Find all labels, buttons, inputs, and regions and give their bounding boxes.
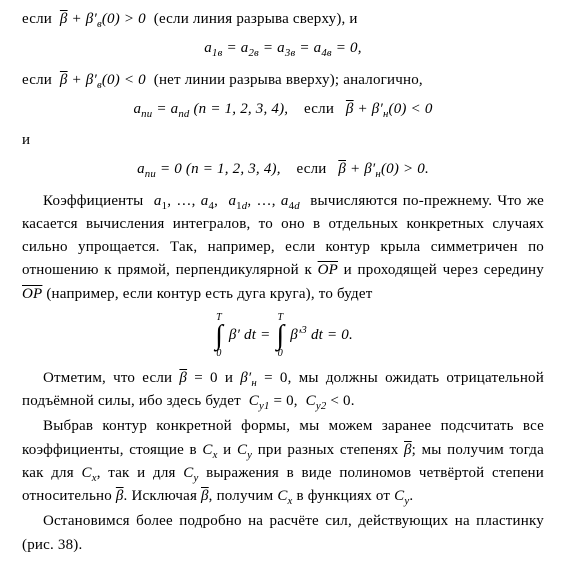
- para-2: если β + β′в(0) < 0 (нет линии разрыва в…: [22, 69, 544, 92]
- text: Выбрав контур конкретной формы, мы можем…: [22, 418, 544, 504]
- integrand-2: β′3 dt: [286, 324, 327, 347]
- para-7: Остановимся более подробно на расчёте си…: [22, 510, 544, 557]
- integral-1: T ∫ 0: [215, 312, 223, 359]
- formula-1: a1в = a2в = a3в = a4в = 0,: [22, 37, 544, 60]
- eq: a1в = a2в = a3в = a4в = 0,: [204, 40, 361, 56]
- text: Остановимся более подробно на расчёте си…: [22, 513, 544, 552]
- equals-zero: = 0.: [327, 324, 353, 347]
- formula-3: anи = 0 (n = 1, 2, 3, 4), если β + β′н(0…: [22, 158, 544, 181]
- text: если β + β′в(0) < 0 (нет линии разрыва в…: [22, 72, 423, 88]
- eq-right: если β + β′н(0) > 0.: [285, 161, 429, 177]
- eq-left: anи = 0 (n = 1, 2, 3, 4),: [137, 161, 281, 177]
- page-content: если β + β′в(0) > 0 (если линия разрыва …: [0, 0, 562, 567]
- integral-sign: ∫: [276, 323, 284, 348]
- para-3: и: [22, 129, 544, 152]
- integral-expression: T ∫ 0 β′ dt = T ∫ 0 β′3 dt = 0.: [213, 312, 353, 359]
- para-4: Коэффициенты a1, …, a4, a1d, …, a4d вычи…: [22, 190, 544, 306]
- lower-limit-2: 0: [278, 348, 283, 359]
- para-6: Выбрав контур конкретной формы, мы можем…: [22, 415, 544, 508]
- lower-limit-1: 0: [216, 348, 221, 359]
- para-1: если β + β′в(0) > 0 (если линия разрыва …: [22, 8, 544, 31]
- integral-2: T ∫ 0: [276, 312, 284, 359]
- formula-2: anи = and (n = 1, 2, 3, 4), если β + β′н…: [22, 98, 544, 121]
- eq-left: anи = and (n = 1, 2, 3, 4),: [133, 101, 288, 117]
- text: Отметим, что если β = 0 и β′н = 0, мы до…: [22, 370, 544, 409]
- formula-integral: T ∫ 0 β′ dt = T ∫ 0 β′3 dt = 0.: [22, 312, 544, 359]
- integral-sign: ∫: [215, 323, 223, 348]
- text: и: [22, 132, 30, 148]
- eq-right: если β + β′н(0) < 0: [292, 101, 432, 117]
- integrand-1: β′ dt: [225, 324, 260, 347]
- equals-1: =: [260, 324, 270, 347]
- text: если β + β′в(0) > 0 (если линия разрыва …: [22, 11, 358, 27]
- para-5: Отметим, что если β = 0 и β′н = 0, мы до…: [22, 367, 544, 414]
- text: Коэффициенты a1, …, a4, a1d, …, a4d вычи…: [22, 193, 544, 302]
